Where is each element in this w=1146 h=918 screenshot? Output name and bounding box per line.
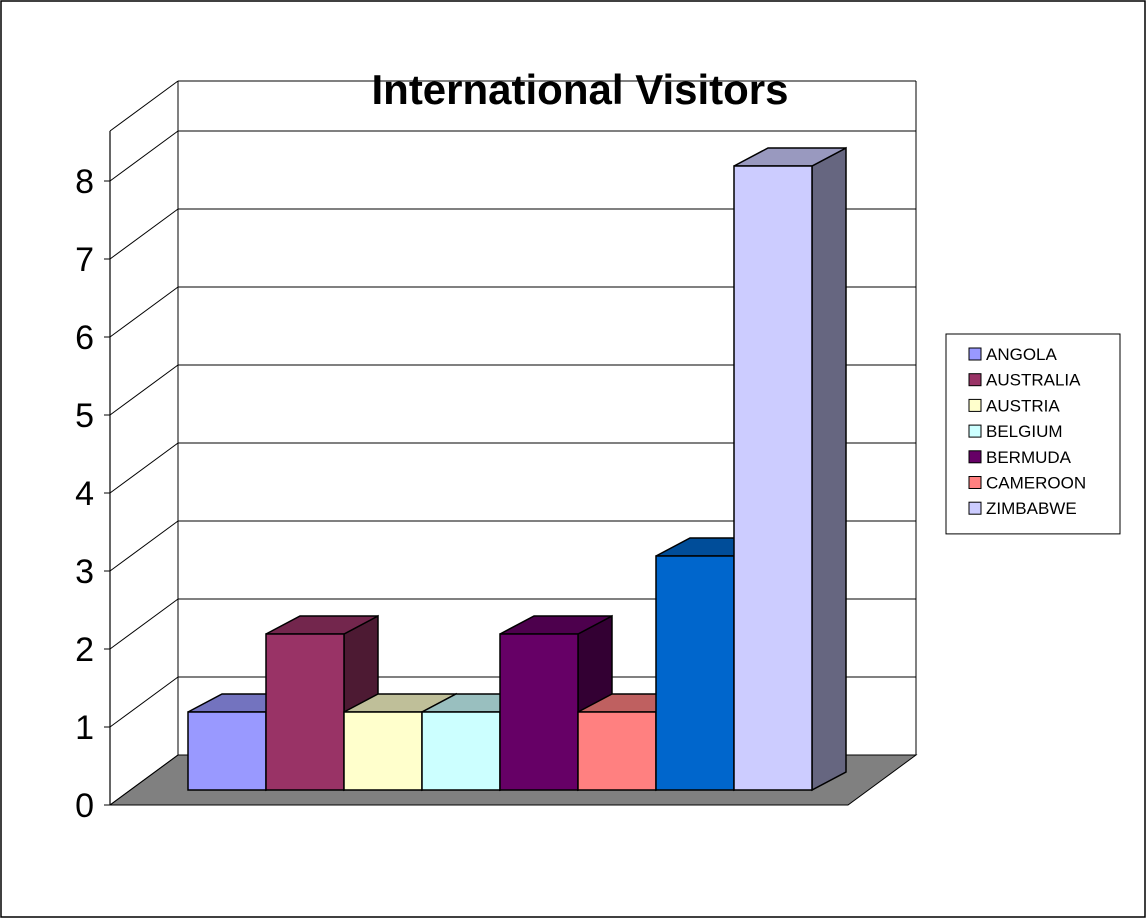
y-tick-label: 8 (75, 163, 94, 201)
bar-zimbabwe (733, 146, 847, 792)
y-tick-label: 7 (75, 241, 94, 279)
side-wall-gridline (109, 676, 179, 728)
legend-label: BERMUDA (986, 448, 1072, 467)
y-tick-label: 3 (75, 553, 94, 591)
bar-front (343, 711, 423, 791)
legend-swatch (968, 424, 982, 438)
bar-front (733, 165, 813, 791)
y-tick-label: 2 (75, 631, 94, 669)
legend-swatch (968, 476, 982, 489)
legend-swatch (968, 450, 982, 464)
legend-label: AUSTRALIA (986, 371, 1081, 390)
side-wall-gridline (109, 208, 179, 260)
legend-label: ANGOLA (986, 345, 1058, 364)
side-wall-gridline (109, 364, 179, 416)
bar-front (577, 711, 657, 791)
side-wall-gridline (109, 442, 179, 494)
side-wall-gridline (109, 598, 179, 650)
y-tick-label: 6 (75, 319, 94, 357)
chart-title: International Visitors (372, 66, 789, 113)
side-wall-gridline (109, 520, 179, 572)
y-tick-label: 5 (75, 397, 94, 435)
legend-label: BELGIUM (986, 422, 1063, 441)
legend-label: ZIMBABWE (986, 499, 1077, 518)
side-wall-gridline (109, 286, 179, 338)
bar-side (811, 146, 847, 792)
legend-swatch (968, 347, 982, 361)
legend-swatch (968, 398, 982, 412)
y-tick-label: 1 (75, 709, 94, 747)
bar-front (187, 711, 267, 791)
legend-swatch (968, 373, 982, 387)
bar-front (655, 555, 735, 791)
side-wall-gridline (109, 754, 179, 806)
bar-front (421, 711, 501, 791)
side-wall-gridline (109, 130, 179, 182)
bar-front (265, 633, 345, 791)
y-tick-label: 4 (75, 475, 94, 513)
legend-label: AUSTRIA (986, 396, 1060, 415)
side-wall-top-edge (109, 80, 179, 132)
legend-label: CAMEROON (986, 474, 1086, 493)
legend-swatch (968, 501, 982, 515)
bar-front (499, 633, 579, 791)
y-tick-label: 0 (75, 787, 94, 825)
